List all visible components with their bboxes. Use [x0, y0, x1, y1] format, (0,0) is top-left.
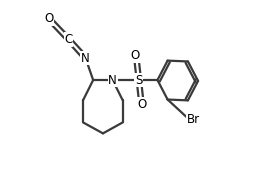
Text: O: O: [131, 49, 140, 62]
Text: O: O: [138, 98, 147, 111]
Text: S: S: [135, 74, 142, 87]
Text: Br: Br: [187, 113, 200, 126]
Text: N: N: [81, 52, 90, 64]
Text: O: O: [44, 12, 53, 25]
Text: C: C: [65, 33, 73, 46]
Text: N: N: [108, 74, 117, 87]
